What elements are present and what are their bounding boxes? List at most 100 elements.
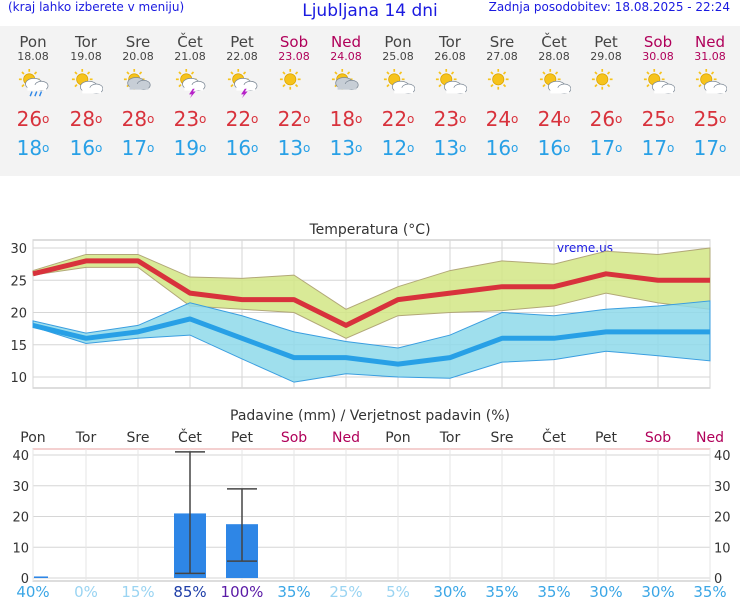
precipitation-probability-label: 85% <box>173 583 206 600</box>
location-hint: (kraj lahko izberete v meniju) <box>8 0 185 14</box>
temp-max: 25o <box>693 107 727 131</box>
precipitation-probability-label: 30% <box>641 583 674 600</box>
day-name: Pet <box>594 33 618 51</box>
precipitation-probability-label: 25% <box>329 583 362 600</box>
temp-min: 17o <box>641 136 675 160</box>
temperature-y-tick: 10 <box>10 371 27 386</box>
forecast-day: Čet 21.08 23o 19o <box>164 26 216 160</box>
forecast-day: Pon 25.08 22o 12o <box>372 26 424 159</box>
temp-max: 22o <box>225 107 259 131</box>
temp-min: 16o <box>69 136 103 160</box>
precipitation-x-label: Ned <box>696 430 724 446</box>
precipitation-x-label: Tor <box>75 430 97 446</box>
temp-max: 26o <box>589 107 623 131</box>
precipitation-probability-label: 35% <box>277 583 310 600</box>
day-name: Tor <box>75 33 97 51</box>
forecast-day: Tor 26.08 23o 13o <box>424 26 476 159</box>
temp-min: 16o <box>225 136 259 160</box>
precipitation-probability-label: 35% <box>693 583 726 600</box>
temp-max: 28o <box>121 107 155 131</box>
forecast-day: Sre 20.08 28o 17o <box>112 26 164 160</box>
precipitation-x-label: Sob <box>281 430 307 446</box>
temperature-y-tick: 20 <box>10 307 27 322</box>
temp-min: 13o <box>433 136 467 160</box>
min-temp-line <box>32 316 710 367</box>
sun-cloud-icon <box>643 69 675 94</box>
precipitation-bar <box>34 576 48 578</box>
forecast-day: Ned 31.08 25o 17o <box>684 26 736 159</box>
day-name: Pet <box>230 33 254 51</box>
sun-cloud-icon <box>71 69 103 94</box>
day-name: Pon <box>384 33 412 51</box>
day-date: 31.08 <box>694 50 726 63</box>
temp-max: 24o <box>537 107 571 131</box>
last-update: Zadnja posodobitev: 18.08.2025 - 22:24 <box>488 0 730 14</box>
sun-cloud-thunder-icon <box>227 69 258 99</box>
precipitation-x-label: Sre <box>491 430 514 446</box>
sun-cloud-icon <box>539 69 571 94</box>
day-date: 26.08 <box>434 50 466 63</box>
day-name: Sre <box>489 33 515 51</box>
precipitation-probability-label: 5% <box>386 583 410 600</box>
day-date: 28.08 <box>538 50 570 63</box>
page-title: Ljubljana 14 dni <box>302 1 438 21</box>
precipitation-y-tick-left: 20 <box>12 511 29 526</box>
sun-cloud-icon <box>435 69 467 94</box>
sun-icon <box>591 69 613 90</box>
day-name: Ned <box>695 33 725 51</box>
temp-max: 25o <box>641 107 675 131</box>
temp-min: 19o <box>173 136 207 160</box>
precipitation-x-label: Čet <box>542 428 566 446</box>
precipitation-probability-label: 35% <box>485 583 518 600</box>
day-date: 24.08 <box>330 50 362 63</box>
day-name: Ned <box>331 33 361 51</box>
day-name: Pon <box>19 33 47 51</box>
precipitation-x-label: Pon <box>385 430 410 446</box>
temp-min: 17o <box>121 136 155 160</box>
precipitation-y-tick-left: 0 <box>21 572 29 587</box>
temp-min: 12o <box>381 136 415 160</box>
temp-max: 22o <box>381 107 415 131</box>
temp-min: 16o <box>485 136 519 160</box>
temp-min: 16o <box>537 136 571 160</box>
forecast-day: Sre 27.08 24o 16o <box>476 26 528 160</box>
day-date: 19.08 <box>70 50 102 63</box>
forecast-day: Sob 23.08 22o 13o <box>268 26 320 160</box>
temp-max: 26o <box>16 107 50 131</box>
temp-min: 17o <box>589 136 623 160</box>
day-name: Sre <box>125 33 151 51</box>
precipitation-probability-label: 15% <box>121 583 154 600</box>
day-name: Sob <box>643 33 673 51</box>
temp-min: 13o <box>277 136 311 160</box>
sun-icon <box>279 69 301 90</box>
day-date: 23.08 <box>278 50 310 63</box>
temp-min: 17o <box>693 136 727 160</box>
temperature-y-tick: 25 <box>10 274 27 289</box>
day-date: 20.08 <box>122 50 154 63</box>
temp-max: 18o <box>329 107 363 131</box>
sun-cloud-icon <box>383 69 415 94</box>
forecast-day: Tor 19.08 28o 16o <box>60 26 112 159</box>
forecast-day: Čet 28.08 24o 16o <box>528 26 580 159</box>
temp-max: 24o <box>485 107 519 131</box>
cloud-sun-icon <box>123 69 151 90</box>
day-date: 22.08 <box>226 50 258 63</box>
sun-cloud-rain-icon <box>18 69 49 97</box>
precipitation-y-tick-left: 10 <box>12 541 29 556</box>
precipitation-probability-label: 30% <box>433 583 466 600</box>
day-date: 21.08 <box>174 50 206 63</box>
cloud-sun-icon <box>331 69 359 90</box>
day-date: 25.08 <box>382 50 414 63</box>
day-name: Tor <box>439 33 461 51</box>
temp-max: 22o <box>277 107 311 131</box>
forecast-day: Pet 29.08 26o 17o <box>580 26 632 160</box>
sun-icon <box>487 69 509 90</box>
precipitation-y-tick-right: 30 <box>714 480 731 495</box>
forecast-strip: Pon 18.08 26o 18o Tor 19.08 28o 16o Sre 20.08 28o 1… <box>0 26 740 176</box>
precipitation-x-label: Čet <box>178 428 202 446</box>
precipitation-x-label: Pet <box>231 430 254 446</box>
day-date: 30.08 <box>642 50 674 63</box>
temperature-chart-title: Temperatura (°C) <box>308 222 430 238</box>
precipitation-x-label: Sob <box>645 430 671 446</box>
